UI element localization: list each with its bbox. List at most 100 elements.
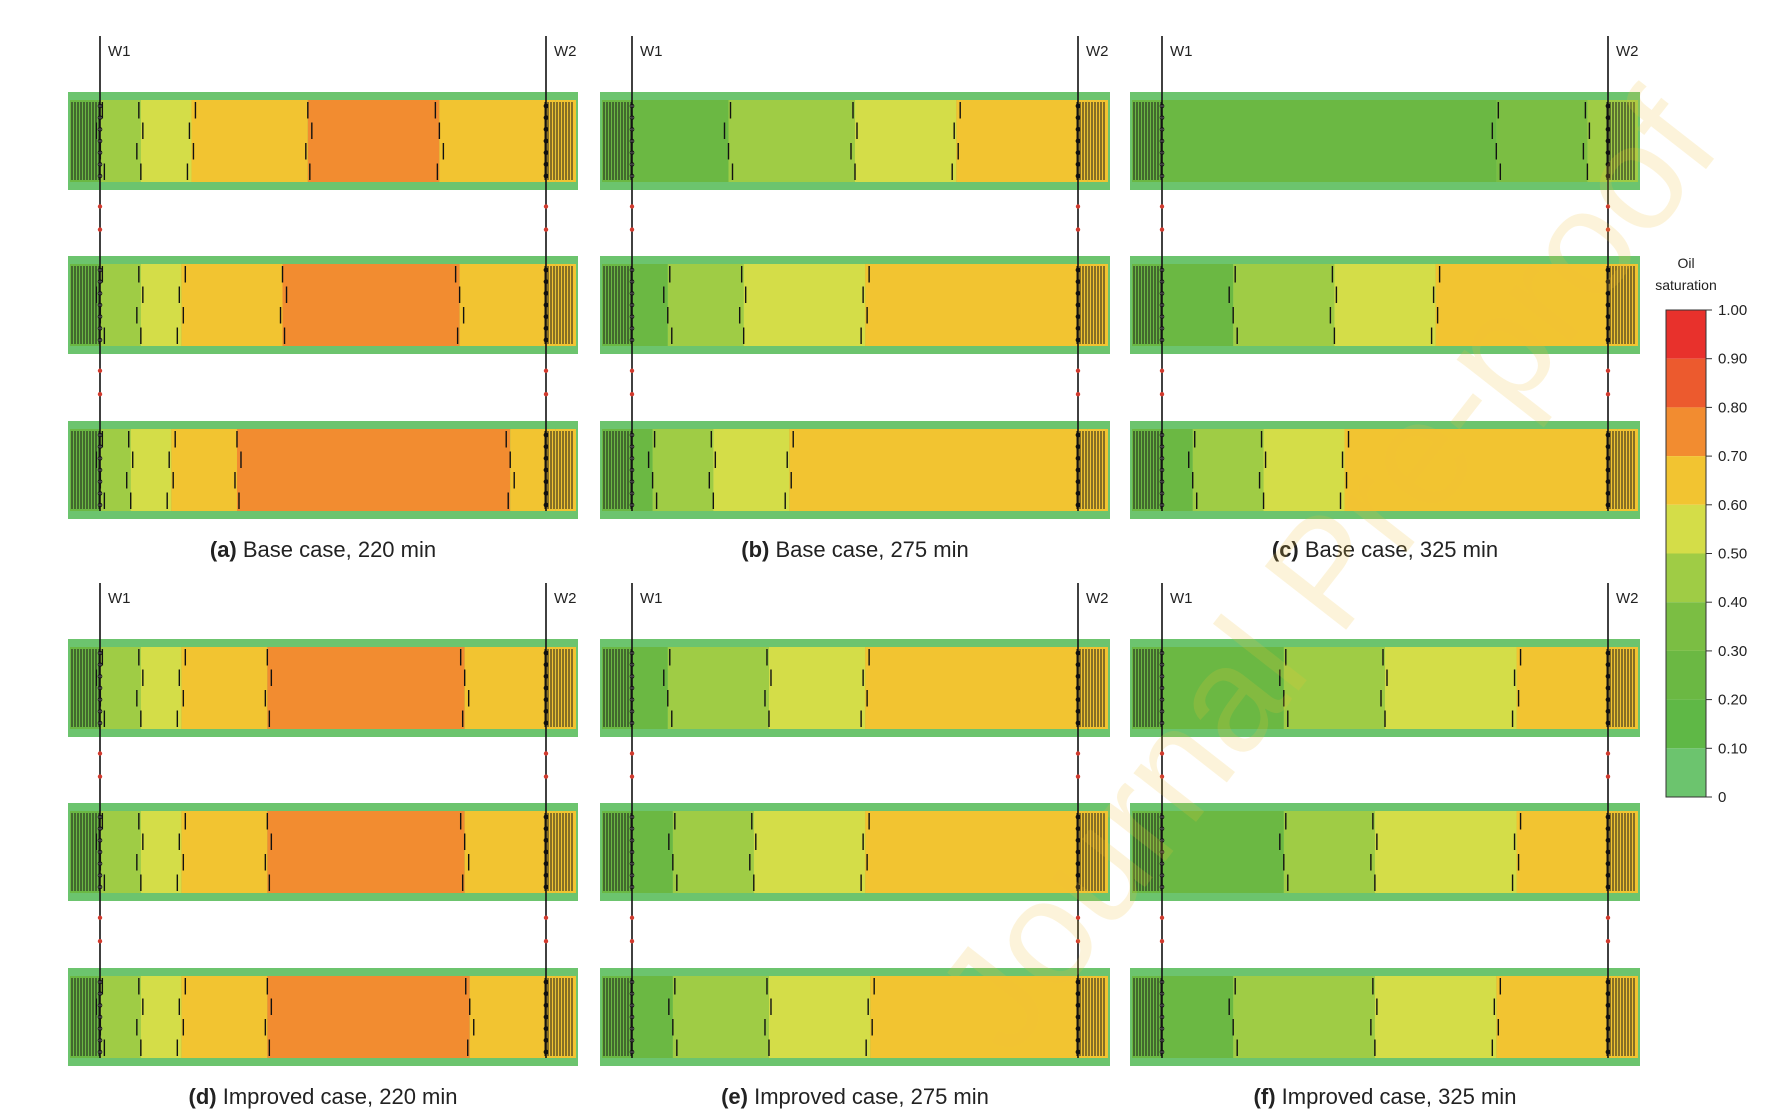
well-marker <box>629 204 635 209</box>
legend-swatch <box>1666 358 1706 408</box>
saturation-zone <box>753 811 866 893</box>
saturation-zone <box>100 811 141 893</box>
well-marker <box>1075 751 1081 756</box>
layer-strip <box>1130 968 1640 1066</box>
panel-caption-label: (c) <box>1272 537 1299 562</box>
legend-swatch <box>1666 456 1706 505</box>
well-marker <box>97 915 103 920</box>
well-marker <box>629 751 635 756</box>
layer-strip <box>600 639 1110 737</box>
panel-caption: (b) Base case, 275 min <box>741 537 968 562</box>
saturation-zone <box>1132 976 1234 1058</box>
legend-swatch <box>1666 699 1706 749</box>
saturation-zone <box>267 647 465 729</box>
well-marker <box>629 392 635 397</box>
layer-strip <box>1130 92 1640 190</box>
saturation-zone <box>1233 264 1335 346</box>
layer-strip <box>68 421 578 519</box>
legend-tick-label: 0.40 <box>1718 594 1747 611</box>
saturation-zone <box>1132 647 1284 729</box>
saturation-zone <box>602 264 668 346</box>
well-marker <box>1159 915 1165 920</box>
well-label-w1: W1 <box>108 43 131 60</box>
layer-strip <box>600 421 1110 519</box>
saturation-zone <box>1374 976 1497 1058</box>
saturation-zone <box>602 100 729 182</box>
well-marker <box>1605 204 1611 209</box>
panel-caption-text: Improved case, 275 min <box>748 1084 989 1109</box>
saturation-zone <box>1233 976 1375 1058</box>
layer-strip <box>68 968 578 1066</box>
well-marker <box>543 915 549 920</box>
panel-e: W1 W2 (e) Improved case, 275 min <box>600 583 1110 1109</box>
watermark: Journal Pre-proof <box>903 63 1749 1080</box>
well-marker <box>1075 204 1081 209</box>
saturation-zone <box>100 429 131 511</box>
saturation-zone <box>1263 429 1345 511</box>
saturation-zone <box>171 429 237 511</box>
well-marker <box>1075 774 1081 779</box>
well-marker <box>1605 227 1611 232</box>
well-label-w1: W1 <box>108 590 131 607</box>
well-marker <box>629 915 635 920</box>
panel-a: W1 W2 (a) Base case, 220 min <box>68 36 578 562</box>
saturation-zone <box>713 429 790 511</box>
saturation-zone <box>728 100 855 182</box>
well-label-w1: W1 <box>640 590 663 607</box>
layer-strip <box>1130 639 1640 737</box>
well-label-w2: W2 <box>1616 43 1639 60</box>
layer-strip <box>68 92 578 190</box>
panel-caption: (e) Improved case, 275 min <box>721 1084 989 1109</box>
legend-swatch <box>1666 310 1706 359</box>
saturation-zone <box>267 811 465 893</box>
saturation-zone <box>510 429 556 511</box>
saturation-zone <box>870 976 1088 1058</box>
saturation-zone <box>1334 264 1436 346</box>
legend-swatch <box>1666 504 1706 554</box>
well-marker <box>1075 939 1081 944</box>
legend-tick-label: 0.30 <box>1718 643 1747 660</box>
saturation-zone <box>1435 264 1618 346</box>
saturation-zone <box>469 976 556 1058</box>
saturation-zone <box>307 100 440 182</box>
saturation-zone <box>672 811 754 893</box>
panel-caption: (f) Improved case, 325 min <box>1254 1084 1517 1109</box>
saturation-zone <box>789 429 1088 511</box>
well-marker <box>1605 774 1611 779</box>
saturation-zone <box>140 264 182 346</box>
panel-caption-label: (f) <box>1254 1084 1276 1109</box>
layer-strip <box>1130 421 1640 519</box>
saturation-zone <box>1132 264 1234 346</box>
saturation-zone <box>865 811 1088 893</box>
saturation-zone <box>602 811 673 893</box>
saturation-zone <box>1385 647 1517 729</box>
saturation-zone <box>1374 811 1517 893</box>
well-marker <box>1075 392 1081 397</box>
saturation-zone <box>602 976 673 1058</box>
well-marker <box>97 774 103 779</box>
legend-swatch <box>1666 407 1706 457</box>
saturation-zone <box>282 264 460 346</box>
well-marker <box>1159 774 1165 779</box>
legend-title-line2: saturation <box>1655 277 1716 293</box>
well-marker <box>543 227 549 232</box>
panel-caption-label: (b) <box>741 537 769 562</box>
well-marker <box>1159 368 1165 373</box>
saturation-zone <box>100 264 141 346</box>
legend-tick-label: 0.50 <box>1718 546 1747 563</box>
saturation-zone <box>1496 976 1618 1058</box>
well-label-w1: W1 <box>640 43 663 60</box>
saturation-zone <box>1283 811 1375 893</box>
saturation-zone <box>667 647 769 729</box>
saturation-zone <box>140 976 182 1058</box>
saturation-zone <box>130 429 172 511</box>
legend-tick-label: 0.80 <box>1718 399 1747 416</box>
saturation-zone <box>652 429 714 511</box>
well-marker <box>1159 227 1165 232</box>
panel-b: W1 W2 (b) Base case, 275 min <box>600 36 1110 562</box>
panel-caption: (c) Base case, 325 min <box>1272 537 1498 562</box>
legend-swatch <box>1666 553 1706 603</box>
saturation-zone <box>672 976 769 1058</box>
